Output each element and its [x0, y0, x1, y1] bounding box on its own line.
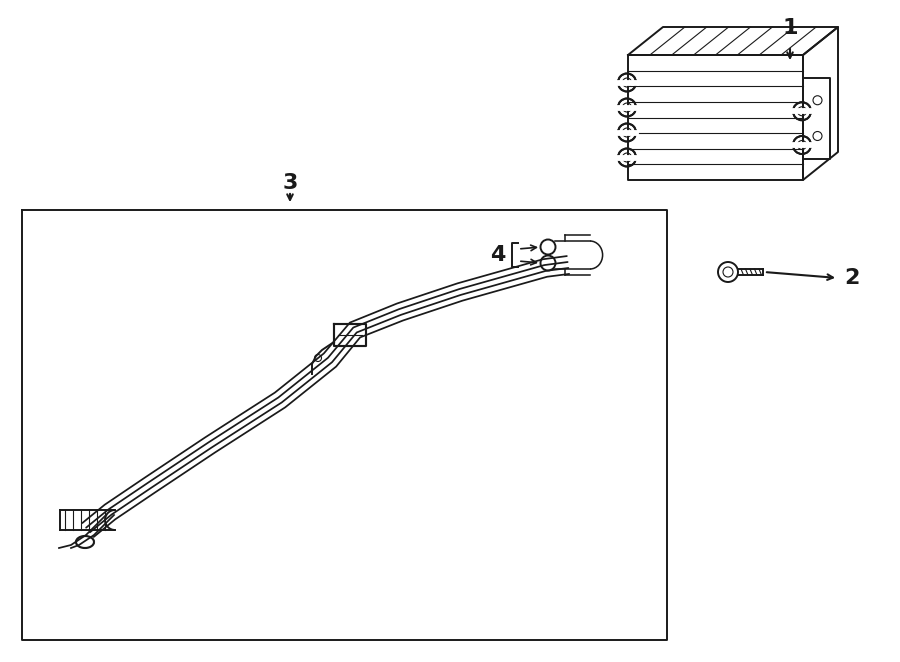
- Text: 1: 1: [782, 18, 797, 38]
- Text: 2: 2: [844, 268, 860, 288]
- Text: 3: 3: [283, 173, 298, 193]
- Text: 4: 4: [491, 245, 506, 265]
